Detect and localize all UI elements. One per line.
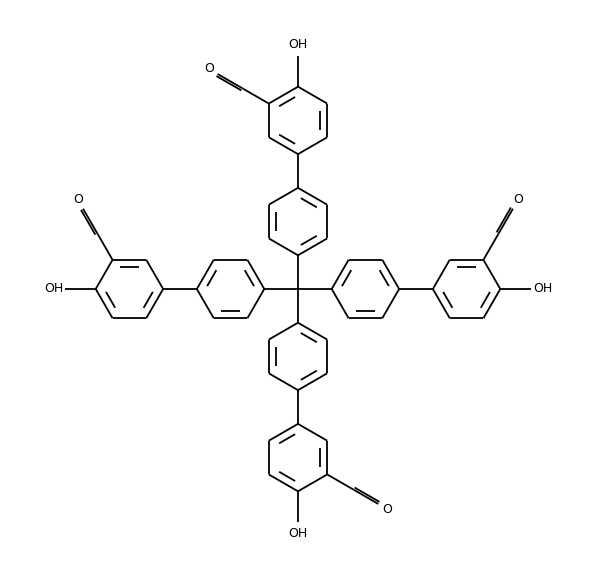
Text: O: O xyxy=(204,62,214,76)
Text: OH: OH xyxy=(288,527,308,540)
Text: OH: OH xyxy=(533,283,552,295)
Text: O: O xyxy=(382,502,392,516)
Text: O: O xyxy=(73,194,83,206)
Text: OH: OH xyxy=(288,38,308,51)
Text: OH: OH xyxy=(44,283,63,295)
Text: O: O xyxy=(513,194,523,206)
